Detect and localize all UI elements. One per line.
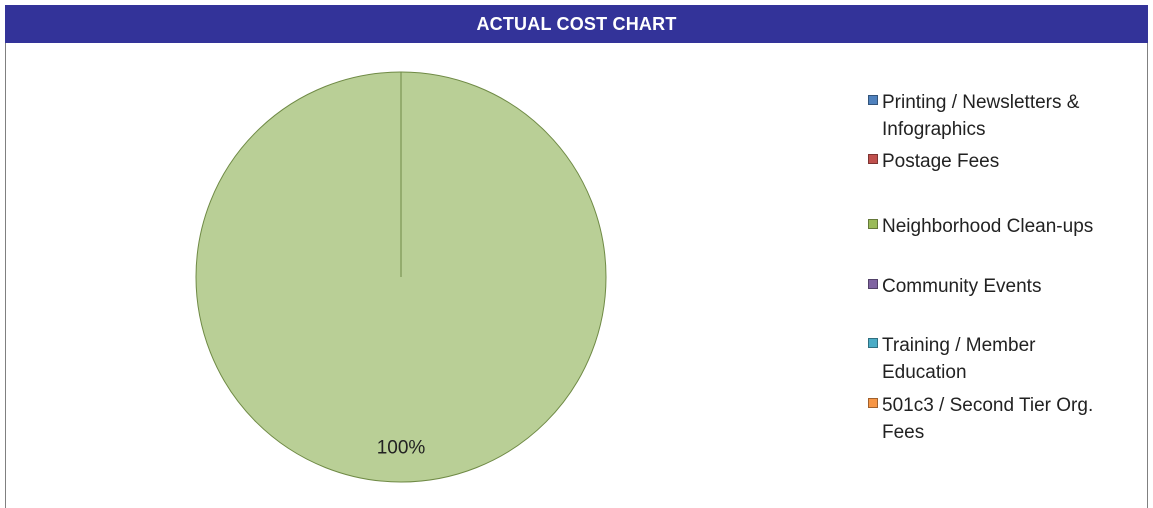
- legend-item-501c3: 501c3 / Second Tier Org. Fees: [868, 392, 1147, 446]
- legend-item-events: Community Events: [868, 273, 1147, 300]
- legend-swatch-printing: [868, 95, 878, 105]
- plot-area: 100% Printing / Newsletters & Infographi…: [5, 43, 1148, 508]
- legend-label-501c3-line1: 501c3 / Second Tier Org.: [882, 395, 1094, 416]
- legend-item-printing: Printing / Newsletters & Infographics: [868, 89, 1147, 143]
- legend-label-training-line2: Education: [882, 362, 967, 383]
- legend-swatch-training: [868, 338, 878, 348]
- legend-swatch-events: [868, 279, 878, 289]
- legend-label-training-line1: Training / Member: [882, 335, 1036, 356]
- pie-chart: 100%: [195, 71, 607, 483]
- legend-label-printing-line2: Infographics: [882, 119, 986, 140]
- legend-swatch-cleanups: [868, 219, 878, 229]
- legend-label-cleanups: Neighborhood Clean-ups: [882, 216, 1094, 237]
- legend-label-501c3: 501c3 / Second Tier Org. Fees: [882, 392, 1147, 446]
- legend-label-printing-line1: Printing / Newsletters &: [882, 92, 1080, 113]
- data-label-neighborhood-clean-ups: 100%: [377, 437, 426, 458]
- chart-title: ACTUAL COST CHART: [5, 5, 1148, 43]
- legend-label-501c3-line2: Fees: [882, 422, 925, 443]
- legend-swatch-501c3: [868, 398, 878, 408]
- legend-item-postage: Postage Fees: [868, 148, 1147, 175]
- legend-label-events: Community Events: [882, 276, 1042, 297]
- legend-label-printing: Printing / Newsletters & Infographics: [882, 89, 1147, 143]
- legend-swatch-postage: [868, 154, 878, 164]
- legend-item-training: Training / Member Education: [868, 332, 1147, 386]
- legend-label-postage: Postage Fees: [882, 151, 1000, 172]
- legend-label-training: Training / Member Education: [882, 332, 1147, 386]
- legend-item-cleanups: Neighborhood Clean-ups: [868, 213, 1147, 240]
